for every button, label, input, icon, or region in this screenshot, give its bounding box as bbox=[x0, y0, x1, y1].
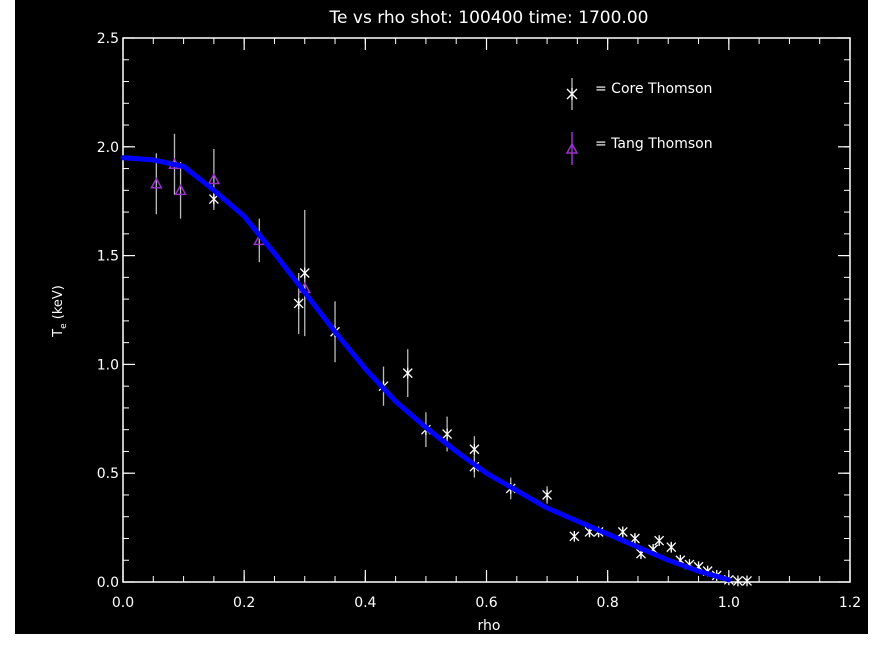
core-thomson-point bbox=[666, 541, 677, 553]
core-thomson-point bbox=[542, 489, 553, 501]
plot-window: Te vs rho shot: 100400 time: 1700.00 0.0… bbox=[15, 0, 868, 634]
core-thomson-point bbox=[469, 443, 480, 455]
y-axis-label-main: T bbox=[51, 329, 66, 338]
y-tick-label: 1.0 bbox=[97, 357, 119, 373]
core-thomson-point bbox=[442, 428, 453, 440]
data-layer bbox=[120, 133, 752, 587]
y-tick-label: 2.5 bbox=[97, 31, 119, 47]
core-thomson-point bbox=[299, 267, 310, 279]
core-thomson-point bbox=[732, 575, 743, 587]
x-tick-label: 1.0 bbox=[718, 595, 740, 611]
y-tick-label: 0.5 bbox=[97, 466, 119, 482]
axes: 0.0 0.2 0.4 0.6 0.8 1.0 1.2 0.0 0.5 1.0 1.5 2.0 2.5 bbox=[97, 31, 861, 611]
y-tick-label: 2.0 bbox=[97, 140, 119, 156]
core-thomson-point bbox=[402, 367, 413, 379]
legend-tang-symbol bbox=[565, 142, 579, 154]
y-tick-label: 1.5 bbox=[97, 249, 119, 265]
te-vs-rho-chart: Te vs rho shot: 100400 time: 1700.00 0.0… bbox=[51, 8, 861, 634]
plot-frame bbox=[122, 37, 851, 583]
core-thomson-point bbox=[569, 530, 580, 542]
x-tick-label: 0.2 bbox=[233, 595, 255, 611]
x-tick-label: 0.6 bbox=[475, 595, 497, 611]
y-axis-label: Te (keV) bbox=[51, 285, 69, 338]
legend-label-tang-thomson: = Tang Thomson bbox=[595, 136, 713, 152]
legend: = Core Thomson = Tang Thomson bbox=[565, 78, 713, 165]
tang-thomson-point bbox=[207, 172, 221, 185]
x-axis-label: rho bbox=[478, 618, 501, 634]
fit-curve bbox=[120, 155, 732, 583]
core-thomson-point bbox=[293, 298, 304, 309]
x-tick-label: 0.0 bbox=[112, 595, 134, 611]
x-tick-label: 1.2 bbox=[839, 595, 861, 611]
core-thomson-point bbox=[617, 526, 628, 538]
tang-thomson-point bbox=[150, 177, 163, 189]
tang-thomson-point bbox=[174, 183, 187, 196]
chart-title: Te vs rho shot: 100400 time: 1700.00 bbox=[329, 8, 649, 28]
y-axis-label-unit: (keV) bbox=[51, 285, 66, 323]
x-tick-label: 0.4 bbox=[354, 595, 376, 611]
legend-label-core-thomson: = Core Thomson bbox=[595, 81, 712, 97]
core-thomson-point bbox=[629, 533, 640, 544]
y-tick-label: 0.0 bbox=[97, 575, 119, 591]
x-tick-label: 0.8 bbox=[597, 595, 619, 611]
legend-core-symbol bbox=[566, 88, 578, 100]
core-thomson-point bbox=[654, 535, 665, 547]
core-thomson-point bbox=[742, 575, 752, 587]
y-axis-label-subscript: e bbox=[59, 323, 69, 329]
